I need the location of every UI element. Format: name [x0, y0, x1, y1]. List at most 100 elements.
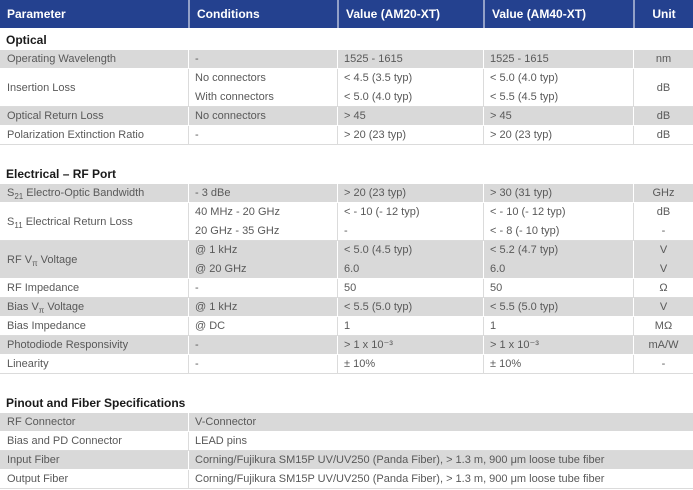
- conditions-cell: -: [188, 126, 337, 144]
- value-am20-cell-line: 50: [344, 282, 357, 294]
- param-label-rest: Voltage: [44, 301, 85, 313]
- conditions-cell-line: No connectors: [195, 72, 266, 84]
- param-cell: S21 Electro-Optic Bandwidth: [0, 184, 188, 202]
- value-am20-cell-line: < - 10 (- 12 typ): [344, 206, 420, 218]
- value-cell: LEAD pins: [188, 432, 693, 450]
- param-label: Photodiode Responsivity: [7, 339, 129, 351]
- value-text: LEAD pins: [195, 435, 247, 447]
- conditions-cell-line: -: [195, 358, 199, 370]
- param-cell: Bias and PD Connector: [0, 432, 188, 450]
- table-row: Polarization Extinction Ratio - > 20 (23 t…: [0, 126, 693, 145]
- value-text: V-Connector: [195, 416, 257, 428]
- value-am20-cell-line: > 1 x 10⁻³: [344, 339, 393, 351]
- value-am40-cell-line: 1525 - 1615: [490, 53, 549, 65]
- unit-cell-line: V: [659, 301, 668, 313]
- value-am20-cell-line: < 5.0 (4.5 typ): [344, 244, 413, 256]
- table-row: Insertion Loss No connectors With connecto…: [0, 69, 693, 107]
- param-label: S21 Electro-Optic Bandwidth: [7, 187, 144, 202]
- unit-cell: dB -: [633, 203, 693, 240]
- conditions-cell-line: @ 1 kHz: [195, 244, 238, 256]
- param-label: RF Connector: [7, 416, 76, 428]
- table-row: Optical Return Loss No connectors > 45 > 45…: [0, 107, 693, 126]
- column-header-parameter: Parameter: [7, 7, 66, 21]
- value-am20-cell-line: ± 10%: [344, 358, 376, 370]
- param-label: Bias and PD Connector: [7, 435, 122, 447]
- spec-section: Optical Operating Wavelength - 1525 - 1615 1…: [0, 28, 693, 145]
- conditions-cell-line: -: [195, 129, 199, 141]
- param-label: Insertion Loss: [7, 81, 76, 94]
- section-title: Pinout and Fiber Specifications: [6, 396, 186, 410]
- value-am20-cell: < 5.5 (5.0 typ): [337, 298, 483, 316]
- param-label-subscript: π: [38, 306, 45, 316]
- table-row: Output Fiber Corning/Fujikura SM15P UV/UV…: [0, 470, 693, 489]
- value-am40-cell-line: < 5.5 (5.0 typ): [490, 301, 559, 313]
- unit-cell: dB: [633, 69, 693, 106]
- value-am40-cell: > 30 (31 typ): [483, 184, 633, 202]
- spec-section: Pinout and Fiber Specifications RF Connec…: [0, 391, 693, 489]
- table-row: S11 Electrical Return Loss 40 MHz - 20 GH…: [0, 203, 693, 241]
- param-cell: Bias Vπ Voltage: [0, 298, 188, 316]
- column-header-value-am20: Value (AM20-XT): [337, 0, 483, 28]
- table-row: RF Connector V-Connector: [0, 413, 693, 432]
- unit-cell: nm: [633, 50, 693, 68]
- value-am20-cell: < 5.0 (4.5 typ) 6.0: [337, 241, 483, 278]
- value-am20-cell: ± 10%: [337, 355, 483, 373]
- conditions-cell: @ 1 kHz @ 20 GHz: [188, 241, 337, 278]
- conditions-cell: No connectors With connectors: [188, 69, 337, 106]
- value-am40-cell-line: > 30 (31 typ): [490, 187, 553, 199]
- unit-cell: MΩ: [633, 317, 693, 335]
- table-row: RF Impedance - 50 50 Ω: [0, 279, 693, 298]
- param-label: RF Vπ Voltage: [7, 254, 77, 268]
- table-row: RF Vπ Voltage @ 1 kHz @ 20 GHz < 5.0 (4.5 t…: [0, 241, 693, 279]
- param-cell: Operating Wavelength: [0, 50, 188, 68]
- table-row: Input Fiber Corning/Fujikura SM15P UV/UV2…: [0, 451, 693, 470]
- param-cell: RF Connector: [0, 413, 188, 431]
- conditions-cell-line: -: [195, 53, 199, 65]
- value-am20-cell-line: > 20 (23 typ): [344, 187, 407, 199]
- unit-cell-line: dB: [656, 110, 671, 122]
- value-am40-cell-line: > 20 (23 typ): [490, 129, 553, 141]
- param-label: Input Fiber: [7, 454, 60, 466]
- value-am20-cell-line: -: [344, 225, 348, 237]
- value-am40-cell-line: < 5.2 (4.7 typ): [490, 244, 559, 256]
- value-am20-cell-line: 1525 - 1615: [344, 53, 403, 65]
- value-am40-cell: 1: [483, 317, 633, 335]
- section-title: Optical: [6, 33, 47, 47]
- conditions-cell-line: - 3 dBe: [195, 187, 231, 199]
- unit-cell-text: dB: [656, 81, 671, 94]
- unit-cell: V: [633, 298, 693, 316]
- unit-cell: dB: [633, 107, 693, 125]
- param-label: Polarization Extinction Ratio: [7, 129, 144, 141]
- conditions-cell-line: 20 GHz - 35 GHz: [195, 225, 280, 237]
- unit-cell-line: nm: [655, 53, 672, 65]
- conditions-cell: -: [188, 355, 337, 373]
- param-cell: Polarization Extinction Ratio: [0, 126, 188, 144]
- spec-table-body: Optical Operating Wavelength - 1525 - 1615 1…: [0, 28, 693, 489]
- value-am20-cell: > 45: [337, 107, 483, 125]
- value-am40-cell: ± 10%: [483, 355, 633, 373]
- value-am40-cell-line: ± 10%: [490, 358, 522, 370]
- conditions-cell-line: 40 MHz - 20 GHz: [195, 206, 280, 218]
- param-label-rest: Electrical Return Loss: [22, 215, 133, 228]
- param-label: Output Fiber: [7, 473, 69, 485]
- value-am20-cell: 1525 - 1615: [337, 50, 483, 68]
- unit-cell-line: MΩ: [654, 320, 673, 332]
- param-label-base: S: [7, 187, 15, 199]
- value-am20-cell-line: < 4.5 (3.5 typ): [344, 72, 413, 84]
- table-row: Bias Vπ Voltage @ 1 kHz < 5.5 (5.0 typ) < 5…: [0, 298, 693, 317]
- param-label-subscript: 21: [14, 192, 24, 202]
- value-am40-cell-line: < 5.5 (4.5 typ): [490, 91, 559, 103]
- value-am40-cell-line: 1: [490, 320, 497, 332]
- value-am20-cell: > 20 (23 typ): [337, 184, 483, 202]
- conditions-cell-line: No connectors: [195, 110, 266, 122]
- value-am20-cell: > 1 x 10⁻³: [337, 336, 483, 354]
- unit-cell-line: V: [659, 263, 668, 275]
- value-am40-cell: > 1 x 10⁻³: [483, 336, 633, 354]
- value-am20-cell-line: < 5.0 (4.0 typ): [344, 91, 413, 103]
- column-header-value-am40: Value (AM40-XT): [483, 0, 633, 28]
- conditions-cell-line: -: [195, 282, 199, 294]
- param-cell: S11 Electrical Return Loss: [0, 203, 188, 240]
- conditions-cell: 40 MHz - 20 GHz 20 GHz - 35 GHz: [188, 203, 337, 240]
